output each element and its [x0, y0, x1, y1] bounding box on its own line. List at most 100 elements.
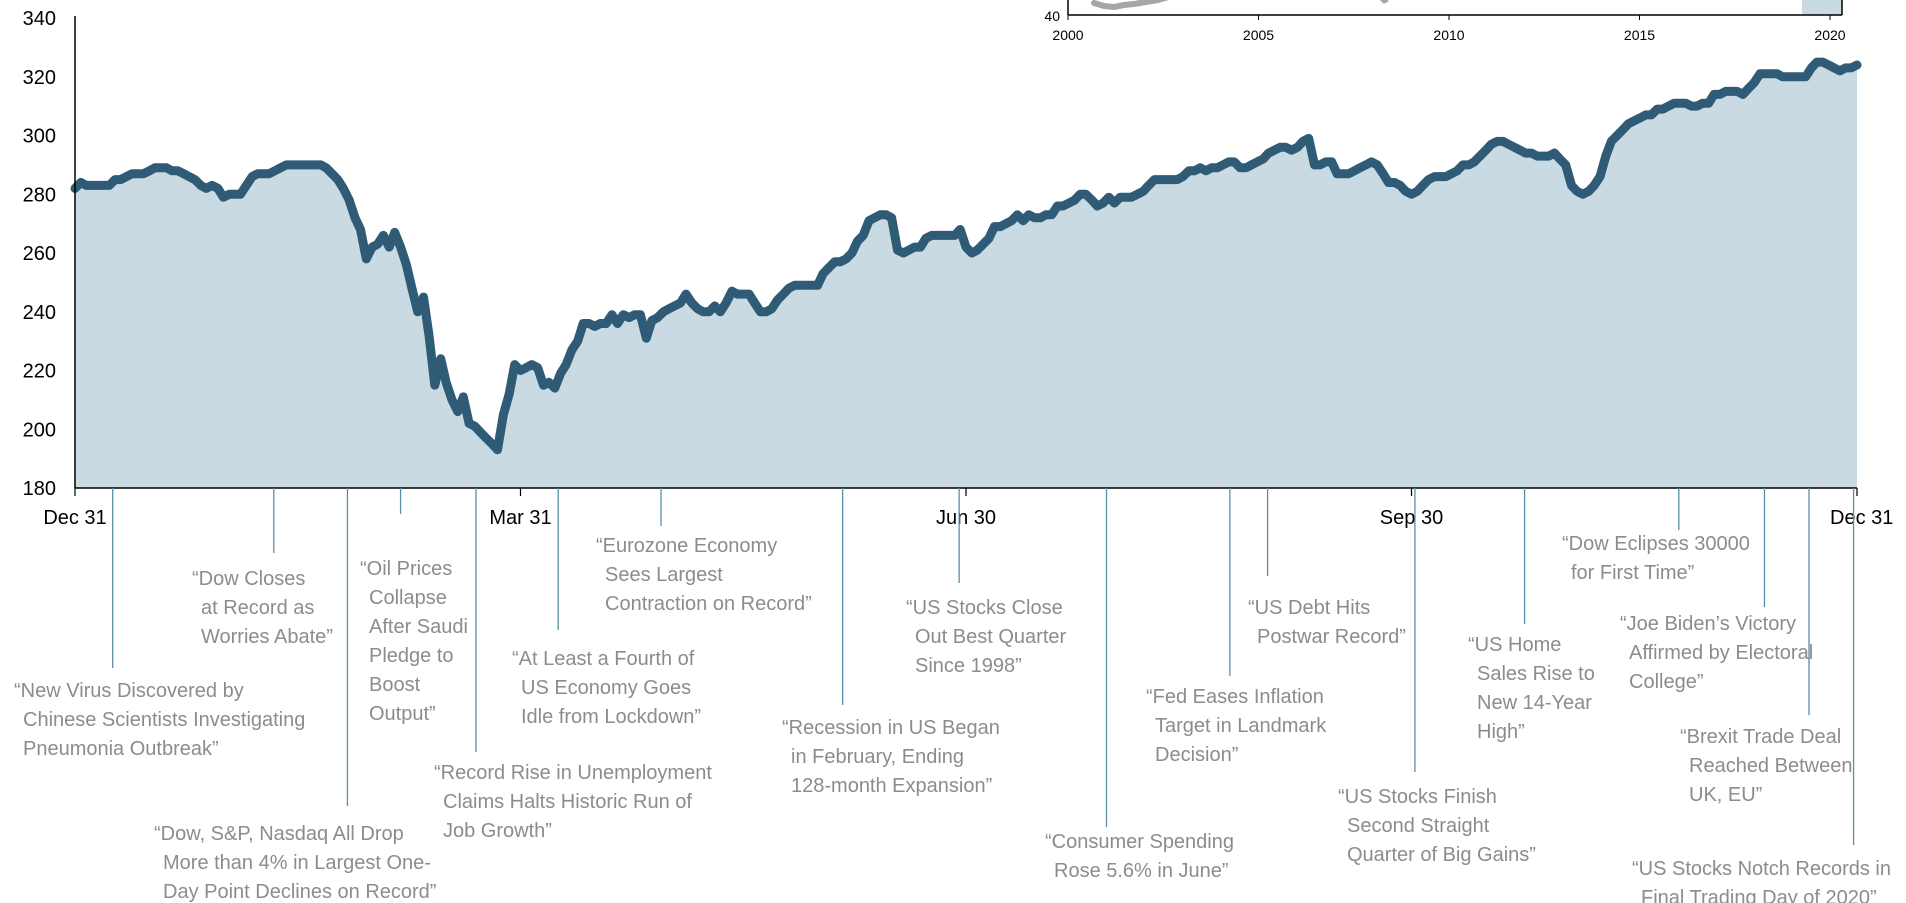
- annotation-text-line: “US Debt Hits: [1248, 597, 1370, 619]
- ytick-label: 320: [23, 67, 56, 89]
- xtick-label: Dec 31: [43, 507, 106, 529]
- annotation-text: “Consumer Spending Rose 5.6% in June”: [1045, 831, 1234, 882]
- annotation-text-line: Second Straight: [1347, 815, 1490, 837]
- ytick-label: 220: [23, 361, 56, 383]
- inset-xtick-label: 2005: [1243, 27, 1274, 43]
- annotation-text-line: 128-month Expansion”: [791, 775, 992, 797]
- annotation-text-line: Boost: [369, 674, 421, 696]
- inset-series-line: [1091, 0, 1169, 10]
- annotation-text: “US Stocks Close Out Best Quarter Since 19…: [906, 597, 1067, 677]
- annotation-text-line: Decision”: [1155, 744, 1238, 766]
- annotation-text-line: “Record Rise in Unemployment: [434, 762, 712, 784]
- annotation-text-line: Out Best Quarter: [915, 626, 1067, 648]
- annotation-text-line: “Recession in US Began: [782, 717, 1000, 739]
- annotation-text-line: “US Stocks Finish: [1338, 786, 1497, 808]
- annotation-text-line: Rose 5.6% in June”: [1054, 860, 1229, 882]
- annotation-text-line: Pneumonia Outbreak”: [23, 738, 219, 760]
- inset-2020-highlight: [1802, 0, 1842, 15]
- annotation-text-line: “Eurozone Economy: [596, 535, 777, 557]
- annotation-text: “New Virus Discovered by Chinese Scientis…: [14, 680, 305, 760]
- inset-series-fragment: [1379, 0, 1389, 4]
- annotation-text-line: Quarter of Big Gains”: [1347, 844, 1536, 866]
- annotation-text-line: Reached Between: [1689, 755, 1852, 777]
- ytick-label: 340: [23, 8, 56, 30]
- annotation-text-line: Claims Halts Historic Run of: [443, 791, 692, 813]
- annotation-text-line: Contraction on Record”: [605, 593, 812, 615]
- annotation-text: “Oil Prices Collapse After Saudi Pledge to B…: [360, 558, 468, 725]
- annotation-text-line: Pledge to: [369, 645, 454, 667]
- series-area: [75, 62, 1857, 488]
- annotation-text-line: Chinese Scientists Investigating: [23, 709, 305, 731]
- annotation-text-line: “Joe Biden’s Victory: [1620, 613, 1796, 635]
- annotation-text-line: “Brexit Trade Deal: [1680, 726, 1841, 748]
- annotation-text-line: Idle from Lockdown”: [521, 706, 701, 728]
- annotation-text-line: Sales Rise to: [1477, 663, 1595, 685]
- annotation-text-line: Affirmed by Electoral: [1629, 642, 1813, 664]
- annotation-text-line: Day Point Declines on Record”: [163, 881, 436, 903]
- annotation-text-line: US Economy Goes: [521, 677, 691, 699]
- xtick-label: Jun 30: [936, 507, 996, 529]
- annotation-text: “US Stocks Finish Second Straight Quarter …: [1338, 786, 1536, 866]
- annotation-text-line: “New Virus Discovered by: [14, 680, 244, 702]
- annotation-text-line: Postwar Record”: [1257, 626, 1406, 648]
- annotation-text: “Fed Eases Inflation Target in Landmark De…: [1146, 686, 1327, 766]
- annotation-text: “Eurozone Economy Sees Largest Contraction…: [596, 535, 812, 615]
- ytick-label: 280: [23, 184, 56, 206]
- inset-xtick-label: 2010: [1433, 27, 1464, 43]
- ytick-label: 300: [23, 126, 56, 148]
- annotation-text-line: College”: [1629, 671, 1703, 693]
- annotation-text-line: “Oil Prices: [360, 558, 452, 580]
- annotation-text-line: After Saudi: [369, 616, 468, 638]
- inset-xtick-label: 2000: [1052, 27, 1083, 43]
- annotation-text-line: UK, EU”: [1689, 784, 1762, 806]
- annotation-text-line: for First Time”: [1571, 562, 1694, 584]
- inset-chart: 40 2000 2005 2010 2015 2020: [1044, 0, 1846, 43]
- annotation-text-line: Worries Abate”: [201, 626, 333, 648]
- annotation-text: “Brexit Trade Deal Reached Between UK, EU”: [1680, 726, 1852, 806]
- annotation-text-line: Since 1998”: [915, 655, 1022, 677]
- annotation-text-line: “Dow Closes: [192, 568, 305, 590]
- annotation-text-line: “Fed Eases Inflation: [1146, 686, 1324, 708]
- annotation-text-line: Output”: [369, 703, 436, 725]
- annotation-text-line: Job Growth”: [443, 820, 552, 842]
- annotation-text-line: Target in Landmark: [1155, 715, 1327, 737]
- annotation-text-line: “Dow, S&P, Nasdaq All Drop: [154, 823, 404, 845]
- ytick-label: 200: [23, 419, 56, 441]
- annotation-text-line: “US Stocks Close: [906, 597, 1063, 619]
- series-line: [70, 57, 1862, 455]
- annotation-text: “At Least a Fourth of US Economy Goes Idle…: [512, 648, 701, 728]
- annotation-text-line: at Record as: [201, 597, 314, 619]
- annotation-text: “US Debt Hits Postwar Record”: [1248, 597, 1406, 648]
- inset-xtick-label: 2015: [1624, 27, 1655, 43]
- annotation-text: “Dow Eclipses 30000 for First Time”: [1562, 533, 1750, 584]
- annotation-text-line: Collapse: [369, 587, 447, 609]
- ytick-label: 180: [23, 478, 56, 500]
- ytick-label: 260: [23, 243, 56, 265]
- annotation-text-line: High”: [1477, 721, 1525, 743]
- annotation-layer: “New Virus Discovered by Chinese Scientis…: [14, 488, 1891, 903]
- annotation-text: “Record Rise in Unemployment Claims Halts…: [434, 762, 712, 842]
- xtick-label: Mar 31: [489, 507, 551, 529]
- annotation-text-line: “Dow Eclipses 30000: [1562, 533, 1750, 555]
- annotation-text-line: “At Least a Fourth of: [512, 648, 695, 670]
- area-layer: [70, 57, 1862, 488]
- annotation-text-line: New 14-Year: [1477, 692, 1592, 714]
- annotation-text-line: Final Trading Day of 2020”: [1641, 887, 1877, 903]
- inset-ytick-label: 40: [1044, 8, 1060, 24]
- annotation-text: “US Stocks Notch Records in Final Trading…: [1632, 858, 1891, 903]
- annotation-text: “Dow Closes at Record as Worries Abate”: [192, 568, 333, 648]
- annotation-text: “US Home Sales Rise to New 14-Year High”: [1468, 634, 1595, 743]
- annotation-text-line: “US Home: [1468, 634, 1561, 656]
- annotation-text-line: Sees Largest: [605, 564, 723, 586]
- annotation-text-line: “US Stocks Notch Records in: [1632, 858, 1891, 880]
- inset-xtick-label: 2020: [1814, 27, 1845, 43]
- xtick-label: Sep 30: [1380, 507, 1443, 529]
- annotation-text: “Recession in US Began in February, Endin…: [782, 717, 1000, 797]
- annotation-text-line: in February, Ending: [791, 746, 964, 768]
- annotation-text: “Dow, S&P, Nasdaq All Drop More than 4% i…: [154, 823, 436, 903]
- ytick-label: 240: [23, 302, 56, 324]
- annotation-text: “Joe Biden’s Victory Affirmed by Electora…: [1620, 613, 1813, 693]
- annotation-text-line: “Consumer Spending: [1045, 831, 1234, 853]
- xtick-label: Dec 31: [1830, 507, 1893, 529]
